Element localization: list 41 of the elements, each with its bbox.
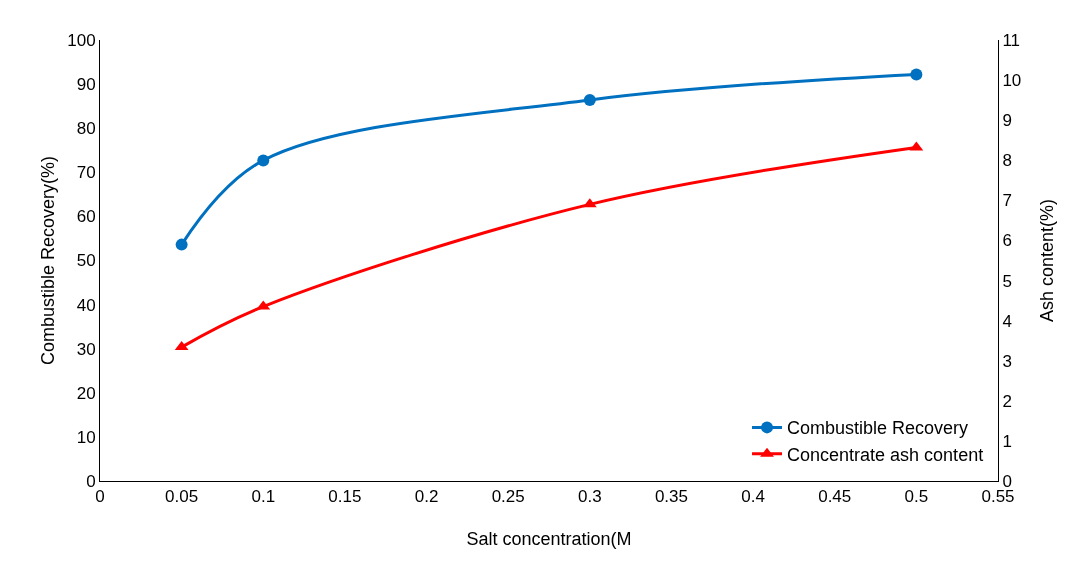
point: [257, 154, 270, 167]
y2-tick-label: 8: [1002, 151, 1012, 171]
x-tick-label: 0.35: [654, 487, 688, 507]
x-tick-label: 0.4: [741, 487, 765, 507]
legend-label: Concentrate ash content: [787, 444, 984, 465]
y2-tick-label: 5: [1002, 271, 1012, 291]
y2-tick-label: 3: [1002, 351, 1012, 371]
y-tick-label: 10: [76, 427, 96, 447]
y-tick-label: 50: [76, 251, 96, 271]
y-tick-label: 30: [76, 339, 96, 359]
x-tick-label: 0.3: [578, 487, 602, 507]
x-tick-label: 0.05: [165, 487, 199, 507]
y2-tick-label: 7: [1002, 191, 1012, 211]
point: [910, 68, 923, 81]
y-tick-label: 60: [76, 207, 96, 227]
legend-label: Combustible Recovery: [787, 418, 969, 439]
x-tick-label: 0.25: [491, 487, 525, 507]
y2-tick-label: 4: [1002, 311, 1012, 331]
x-tick-label: 0.5: [904, 487, 929, 507]
y2-axis-title: Ash content(%): [1037, 198, 1057, 323]
y-tick-label: 80: [76, 119, 96, 139]
x-tick-label: 0.45: [818, 487, 852, 507]
x-tick-label: 0.15: [328, 487, 362, 507]
y2-tick-label: 9: [1002, 111, 1012, 131]
y2-tick-label: 10: [1002, 71, 1022, 91]
y-tick-label: 20: [76, 383, 96, 403]
point: [175, 238, 188, 251]
y-tick-label: 0: [86, 471, 96, 491]
y-tick-label: 90: [76, 75, 96, 95]
x-tick-label: 0.1: [251, 487, 276, 507]
y2-tick-label: 6: [1002, 231, 1012, 251]
y2-tick-label: 2: [1002, 391, 1012, 411]
y2-tick-label: 11: [1002, 30, 1021, 50]
x-tick-label: 0.2: [414, 487, 439, 507]
x-axis-title: Salt concentration(M: [466, 529, 632, 549]
y-tick-label: 100: [67, 30, 96, 50]
point: [583, 93, 596, 106]
y2-tick-label: 1: [1002, 431, 1012, 451]
y-tick-label: 40: [76, 295, 96, 315]
y-tick-label: 70: [76, 163, 96, 183]
y-axis-title: Combustible Recovery(%): [38, 155, 58, 366]
